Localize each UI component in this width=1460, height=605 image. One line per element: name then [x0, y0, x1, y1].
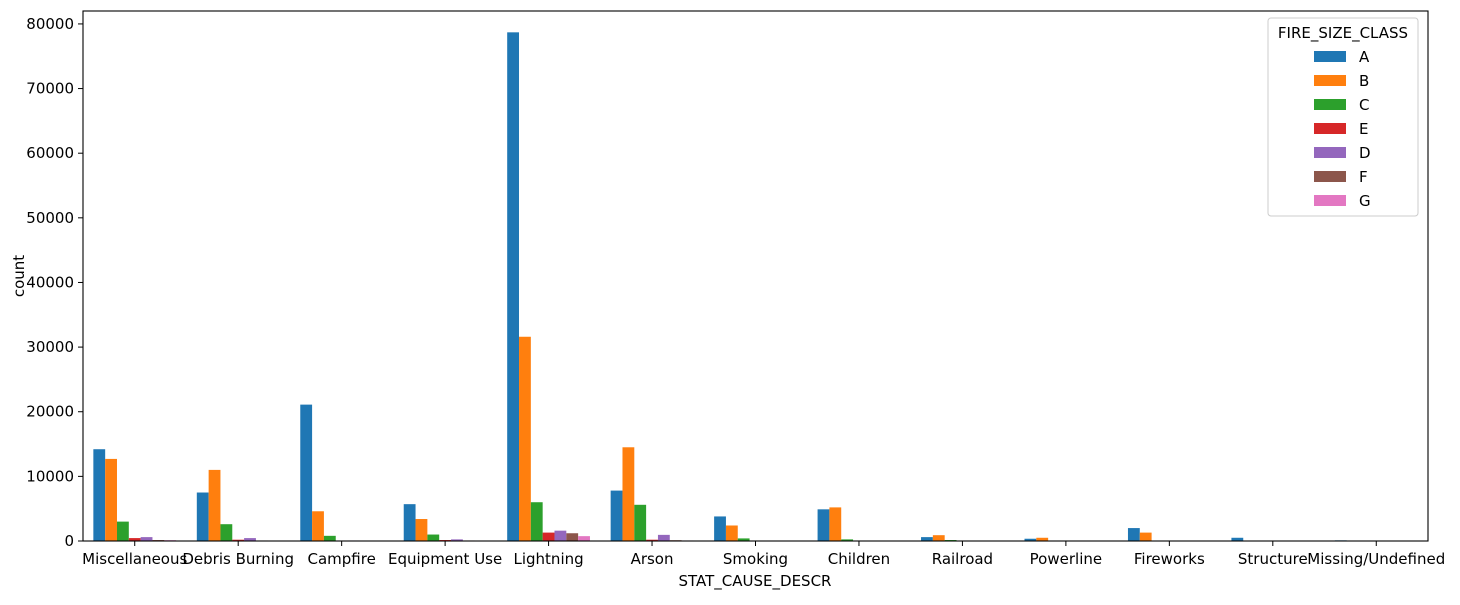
- legend-label: G: [1359, 192, 1371, 210]
- y-tick-label: 50000: [26, 209, 74, 227]
- bar: [634, 505, 646, 541]
- bar: [933, 535, 945, 541]
- bar: [427, 535, 439, 541]
- x-tick-label: Smoking: [723, 550, 788, 568]
- y-tick-label: 10000: [26, 467, 74, 485]
- y-tick-label: 0: [64, 532, 74, 550]
- legend-label: F: [1359, 168, 1368, 186]
- x-tick-label: Children: [828, 550, 890, 568]
- bar: [611, 491, 623, 541]
- x-tick-label: Lightning: [514, 550, 584, 568]
- bars-layer: [93, 32, 1417, 541]
- y-axis-label: count: [10, 255, 28, 297]
- bar: [209, 470, 221, 541]
- y-tick-label: 20000: [26, 403, 74, 421]
- bar: [404, 504, 416, 541]
- legend-label: E: [1359, 120, 1368, 138]
- bar: [93, 449, 105, 541]
- plot-frame: [83, 11, 1428, 541]
- bar: [324, 536, 336, 541]
- legend-title: FIRE_SIZE_CLASS: [1278, 24, 1408, 43]
- bar: [578, 536, 590, 541]
- x-tick-label: Arson: [631, 550, 674, 568]
- x-tick-label: Railroad: [932, 550, 993, 568]
- legend-swatch: [1314, 123, 1346, 134]
- x-axis-label: STAT_CAUSE_DESCR: [679, 572, 832, 591]
- y-tick-label: 70000: [26, 80, 74, 98]
- bar: [658, 535, 670, 541]
- x-tick-label: Structure: [1238, 550, 1308, 568]
- bar: [312, 511, 324, 541]
- bar: [566, 533, 578, 541]
- bar: [1140, 533, 1152, 541]
- bar: [507, 32, 519, 541]
- legend-swatch: [1314, 171, 1346, 182]
- y-tick-label: 30000: [26, 338, 74, 356]
- legend-label: D: [1359, 144, 1371, 162]
- y-tick-label: 80000: [26, 15, 74, 33]
- bar: [197, 493, 209, 541]
- legend-swatch: [1314, 75, 1346, 86]
- y-axis: 0 10000 20000 30000 40000 50000 60000 70000 8000…: [26, 15, 83, 550]
- bar: [117, 522, 129, 541]
- bar: [220, 524, 232, 541]
- legend-swatch: [1314, 195, 1346, 206]
- x-tick-label: Campfire: [307, 550, 375, 568]
- legend-frame: [1268, 18, 1418, 216]
- x-tick-label: Missing/Undefined: [1307, 550, 1445, 568]
- bar: [829, 507, 841, 541]
- bar: [1128, 528, 1140, 541]
- bar: [921, 537, 933, 541]
- bar: [726, 525, 738, 541]
- bar: [554, 531, 566, 541]
- bar: [531, 502, 543, 541]
- legend-swatch: [1314, 147, 1346, 158]
- x-tick-label: Miscellaneous: [82, 550, 187, 568]
- bar: [519, 337, 531, 541]
- legend-label: A: [1359, 48, 1370, 66]
- bar: [622, 447, 634, 541]
- bar: [543, 533, 555, 541]
- y-tick-label: 60000: [26, 144, 74, 162]
- x-tick-label: Equipment Use: [388, 550, 502, 568]
- legend-label: C: [1359, 96, 1369, 114]
- legend-swatch: [1314, 51, 1346, 62]
- legend-swatch: [1314, 99, 1346, 110]
- bar: [105, 459, 117, 541]
- legend-label: B: [1359, 72, 1369, 90]
- bar: [416, 519, 428, 541]
- bar: [141, 537, 153, 541]
- y-tick-label: 40000: [26, 273, 74, 291]
- x-tick-label: Debris Burning: [182, 550, 294, 568]
- x-tick-label: Powerline: [1030, 550, 1102, 568]
- bar: [714, 516, 726, 541]
- bar: [818, 509, 830, 541]
- bar: [300, 405, 312, 541]
- x-tick-label: Fireworks: [1134, 550, 1205, 568]
